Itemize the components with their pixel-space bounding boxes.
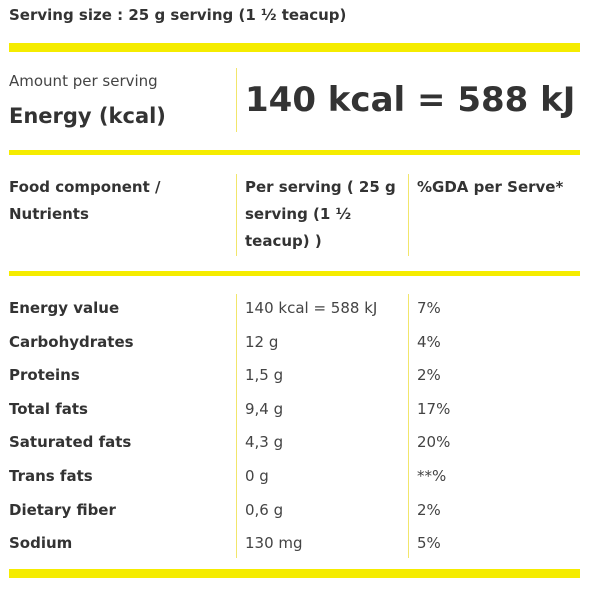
nutrient-gda: 20% (417, 433, 451, 452)
nutrient-name: Trans fats (9, 466, 93, 485)
divider-bar-header (9, 271, 580, 276)
divider-bar-bottom (9, 569, 580, 578)
table-row: Total fats 9,4 g 17% (0, 393, 600, 427)
table-row: Sodium 130 mg 5% (0, 527, 600, 561)
nutrient-per-serving: 130 mg (245, 534, 303, 553)
nutrient-name: Carbohydrates (9, 332, 134, 351)
nutrient-per-serving: 140 kcal = 588 kJ (245, 299, 378, 317)
nutrient-per-serving: 1,5 g (245, 366, 284, 385)
energy-value: 140 kcal = 588 kJ (245, 80, 576, 120)
nutrient-name: Sodium (9, 534, 73, 553)
nutrient-per-serving: 9,4 g (245, 399, 284, 418)
nutrient-name: Total fats (9, 399, 88, 418)
table-row: Energy value 140 kcal = 588 kJ 7% (0, 292, 600, 326)
header-gda: %GDA per Serve* (417, 178, 564, 196)
serving-size: Serving size : 25 g serving (1 ½ teacup) (9, 6, 347, 24)
nutrient-name: Proteins (9, 366, 80, 385)
energy-label: Energy (kcal) (9, 104, 166, 128)
nutrient-table: Energy value 140 kcal = 588 kJ 7% Carboh… (0, 292, 600, 561)
nutrient-name: Dietary fiber (9, 500, 116, 519)
amount-per-serving-label: Amount per serving (9, 72, 158, 90)
nutrient-per-serving: 12 g (245, 332, 279, 351)
table-divider-1 (236, 294, 237, 558)
table-row: Proteins 1,5 g 2% (0, 359, 600, 393)
table-row: Saturated fats 4,3 g 20% (0, 426, 600, 460)
divider-bar-energy (9, 150, 580, 155)
nutrient-per-serving: 4,3 g (245, 433, 284, 452)
nutrient-gda: 17% (417, 399, 451, 418)
table-row: Carbohydrates 12 g 4% (0, 326, 600, 360)
nutrient-name: Saturated fats (9, 433, 132, 452)
header-divider-1 (236, 174, 237, 256)
header-per-serving: Per serving ( 25 g serving (1 ½ teacup) … (245, 178, 396, 250)
energy-divider (236, 68, 237, 132)
table-row: Dietary fiber 0,6 g 2% (0, 494, 600, 528)
divider-bar-top (9, 43, 580, 52)
nutrient-gda: 2% (417, 500, 441, 519)
nutrient-gda: 5% (417, 534, 441, 553)
table-divider-2 (408, 294, 409, 558)
nutrient-gda: 2% (417, 366, 441, 385)
nutrient-gda: 7% (417, 299, 441, 317)
header-food-component: Food component / Nutrients (9, 178, 161, 223)
nutrient-gda: 4% (417, 332, 441, 351)
nutrient-per-serving: 0 g (245, 466, 269, 485)
nutrient-gda: **% (417, 466, 447, 485)
header-divider-2 (408, 174, 409, 256)
nutrient-per-serving: 0,6 g (245, 500, 284, 519)
nutrient-name: Energy value (9, 299, 120, 317)
table-row: Trans fats 0 g **% (0, 460, 600, 494)
